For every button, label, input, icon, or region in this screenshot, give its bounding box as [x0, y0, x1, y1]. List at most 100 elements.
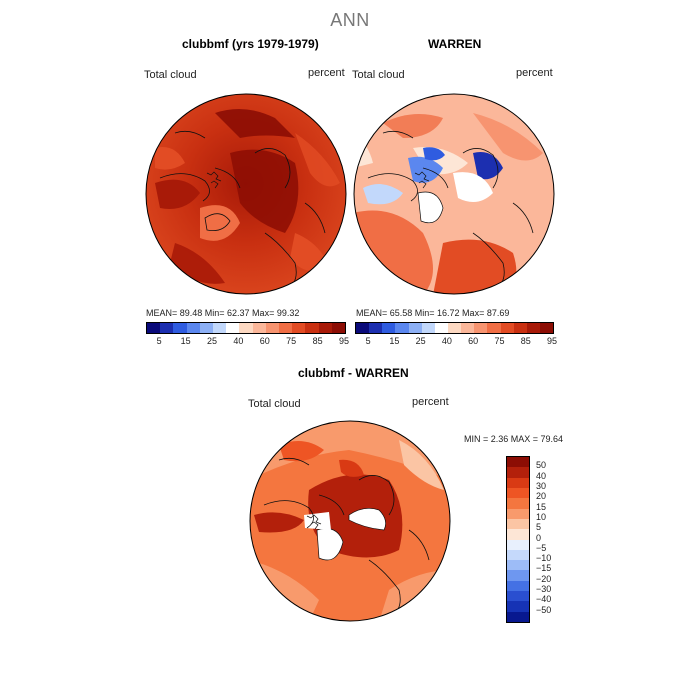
colorbar-swatch	[305, 323, 319, 333]
colorbar-swatch	[252, 323, 266, 333]
left-polar-map	[145, 93, 347, 295]
colorbar-swatch	[507, 518, 529, 530]
colorbar-swatch	[507, 560, 529, 571]
colorbar-tick-label: 15	[536, 501, 547, 512]
colorbar-swatch	[507, 467, 529, 478]
colorbar-tick-label: 75	[494, 336, 505, 346]
colorbar-swatch	[526, 323, 540, 333]
diff-field-label: Total cloud	[248, 398, 301, 410]
colorbar-tick-label: 85	[520, 336, 531, 346]
colorbar-swatch	[147, 323, 161, 333]
colorbar-swatch	[447, 323, 462, 333]
colorbar-swatch	[331, 323, 346, 333]
right-stats: MEAN= 65.58 Min= 16.72 Max= 87.69	[356, 308, 510, 318]
colorbar-tick-label: 5	[536, 522, 542, 533]
colorbar-swatch	[507, 601, 529, 612]
colorbar-swatch	[369, 323, 383, 333]
diff-panel-title: clubbmf - WARREN	[298, 366, 409, 380]
colorbar-swatch	[507, 570, 529, 581]
colorbar-tick-label: 95	[546, 336, 557, 346]
colorbar-tick-label: 30	[536, 480, 547, 491]
colorbar-swatch	[421, 323, 435, 333]
right-polar-map	[353, 93, 555, 295]
colorbar-tick-label: 5	[365, 336, 371, 346]
colorbar-swatch	[173, 323, 187, 333]
colorbar-swatch	[395, 323, 409, 333]
colorbar-swatch	[507, 611, 529, 622]
colorbar-swatch	[382, 323, 396, 333]
left-panel-title: clubbmf (yrs 1979-1979)	[182, 37, 319, 51]
colorbar-swatch	[507, 591, 529, 602]
colorbar-swatch	[160, 323, 174, 333]
colorbar-tick-label: 0	[536, 532, 542, 543]
diff-stats: MIN = 2.36 MAX = 79.64	[464, 434, 564, 444]
colorbar-swatch	[239, 323, 253, 333]
diff-colorbar-ticks: 50 40 30 20 15 10 5 0 −5 −10 −15 −20 −30 −40 −50	[536, 456, 576, 621]
colorbar-tick-label: 60	[468, 336, 479, 346]
colorbar-tick-label: 25	[415, 336, 426, 346]
left-colorbar	[146, 322, 346, 334]
colorbar-tick-label: 15	[180, 336, 191, 346]
colorbar-swatch	[408, 323, 422, 333]
colorbar-swatch	[474, 323, 488, 333]
colorbar-swatch	[226, 323, 240, 333]
colorbar-swatch	[507, 498, 529, 509]
left-unit-label: percent	[308, 67, 345, 79]
colorbar-swatch	[356, 323, 370, 333]
colorbar-tick-label: 50	[536, 460, 547, 471]
right-field-label: Total cloud	[352, 69, 405, 81]
colorbar-tick-label: −5	[536, 542, 547, 553]
diff-unit-label: percent	[412, 396, 449, 408]
colorbar-tick-label: 20	[536, 491, 547, 502]
colorbar-tick-label: −10	[536, 553, 552, 564]
right-colorbar	[355, 322, 554, 334]
colorbar-tick-label: 60	[259, 336, 270, 346]
diff-colorbar	[506, 456, 530, 623]
right-unit-label: percent	[516, 67, 553, 79]
colorbar-tick-label: 85	[312, 336, 323, 346]
colorbar-swatch	[434, 323, 448, 333]
colorbar-tick-label: 5	[156, 336, 162, 346]
colorbar-swatch	[507, 508, 529, 519]
colorbar-tick-label: 40	[233, 336, 244, 346]
figure-title: ANN	[330, 10, 370, 30]
colorbar-tick-label: −30	[536, 584, 552, 595]
colorbar-swatch	[507, 580, 529, 592]
colorbar-swatch	[213, 323, 227, 333]
colorbar-tick-label: 15	[389, 336, 400, 346]
right-panel-title: WARREN	[428, 37, 482, 51]
left-field-label: Total cloud	[144, 69, 197, 81]
colorbar-swatch	[461, 323, 475, 333]
colorbar-tick-label: 75	[286, 336, 297, 346]
colorbar-tick-label: −40	[536, 594, 552, 605]
right-colorbar-ticks: 5 15 25 40 60 75 85 95	[355, 336, 557, 348]
colorbar-swatch	[487, 323, 501, 333]
colorbar-swatch	[292, 323, 306, 333]
colorbar-tick-label: 10	[536, 511, 547, 522]
colorbar-swatch	[513, 323, 527, 333]
left-stats: MEAN= 89.48 Min= 62.37 Max= 99.32	[146, 308, 300, 318]
colorbar-swatch	[507, 487, 529, 499]
colorbar-swatch	[265, 323, 280, 333]
colorbar-tick-label: 40	[441, 336, 452, 346]
colorbar-tick-label: −15	[536, 563, 552, 574]
colorbar-swatch	[318, 323, 332, 333]
colorbar-swatch	[539, 323, 554, 333]
colorbar-swatch	[279, 323, 293, 333]
colorbar-swatch	[186, 323, 200, 333]
colorbar-tick-label: −20	[536, 573, 552, 584]
colorbar-swatch	[507, 549, 529, 561]
colorbar-swatch	[507, 477, 529, 488]
colorbar-swatch	[500, 323, 514, 333]
left-colorbar-ticks: 5 15 25 40 60 75 85 95	[146, 336, 349, 348]
colorbar-swatch	[199, 323, 214, 333]
colorbar-swatch	[507, 539, 529, 550]
colorbar-tick-label: 40	[536, 470, 547, 481]
colorbar-swatch	[507, 529, 529, 540]
colorbar-tick-label: −50	[536, 604, 552, 615]
colorbar-tick-label: 25	[206, 336, 217, 346]
diff-polar-map	[249, 420, 451, 622]
colorbar-swatch	[507, 457, 529, 468]
colorbar-tick-label: 95	[338, 336, 349, 346]
